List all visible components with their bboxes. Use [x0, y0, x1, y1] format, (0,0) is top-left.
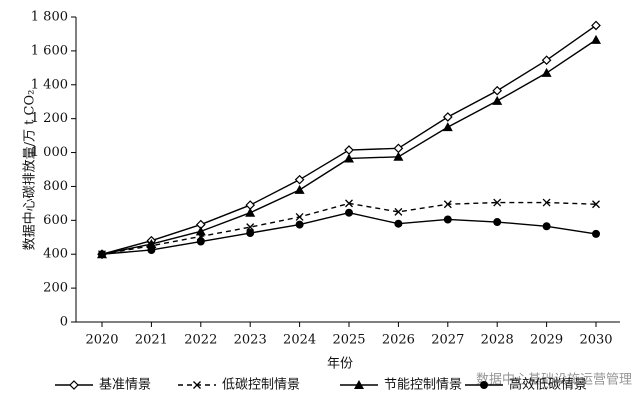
series-line	[101, 24, 597, 255]
x-tick-label: 2028	[481, 333, 514, 348]
legend-label: 节能控制情景	[384, 378, 462, 393]
series-line	[101, 211, 597, 255]
y-tick-label: 1 200	[31, 111, 68, 126]
marker	[393, 151, 404, 161]
marker	[345, 199, 353, 208]
x-tick-label: 2027	[431, 333, 464, 348]
marker	[147, 245, 156, 254]
marker	[480, 381, 488, 389]
x-tick-label: 2020	[85, 333, 118, 348]
marker	[195, 226, 206, 236]
marker	[246, 229, 255, 238]
legend-label: 高效低碳情景	[509, 377, 587, 393]
marker	[246, 223, 255, 232]
x-tick-label: 2026	[382, 333, 415, 348]
y-tick-label: 0	[60, 315, 68, 330]
marker	[394, 207, 403, 216]
marker	[245, 207, 256, 217]
x-axis-label: 年份	[327, 357, 353, 372]
marker	[541, 55, 552, 66]
marker	[592, 200, 600, 209]
x-tick-label: 2030	[579, 333, 612, 348]
marker	[442, 122, 453, 132]
marker	[542, 222, 551, 231]
marker	[69, 380, 79, 390]
marker	[492, 95, 503, 105]
x-tick-label: 2023	[234, 333, 267, 348]
marker	[344, 145, 354, 155]
y-tick-label: 1 600	[31, 43, 68, 58]
x-tick-label: 2024	[283, 333, 316, 348]
legend-label: 低碳控制情景	[222, 378, 300, 393]
x-tick-label: 2021	[135, 333, 168, 348]
y-tick-label: 1 800	[31, 10, 68, 25]
watermark: 数据中心基础设施运营管理	[476, 373, 632, 388]
y-tick-label: 200	[43, 281, 68, 296]
marker	[146, 239, 157, 249]
marker	[592, 229, 600, 238]
x-tick-label: 2029	[530, 333, 563, 348]
marker	[196, 237, 205, 246]
marker	[294, 184, 305, 194]
marker	[294, 174, 305, 185]
marker	[345, 208, 353, 217]
y-tick-label: 400	[43, 247, 68, 262]
marker	[393, 143, 404, 154]
marker	[193, 381, 201, 389]
marker	[442, 112, 453, 122]
marker	[344, 153, 354, 163]
marker	[542, 198, 551, 207]
x-tick-label: 2025	[332, 333, 365, 348]
marker	[591, 34, 601, 44]
marker	[295, 220, 304, 229]
marker	[295, 212, 304, 221]
y-tick-label: 800	[43, 179, 68, 194]
y-tick-label: 1 000	[31, 145, 68, 160]
marker	[354, 380, 364, 389]
legend-label: 基准情景	[99, 378, 151, 393]
marker	[98, 250, 106, 259]
y-tick-label: 600	[43, 213, 68, 228]
marker	[443, 200, 452, 209]
marker	[493, 218, 502, 227]
marker	[394, 219, 403, 228]
y-axis-label: 数据中心碳排放量/万 t CO₂	[23, 90, 38, 251]
marker	[541, 67, 552, 77]
x-tick-label: 2022	[184, 333, 217, 348]
marker	[591, 20, 601, 31]
marker	[443, 215, 452, 224]
marker	[492, 85, 503, 96]
y-tick-label: 1 400	[31, 77, 68, 92]
marker	[493, 198, 502, 207]
